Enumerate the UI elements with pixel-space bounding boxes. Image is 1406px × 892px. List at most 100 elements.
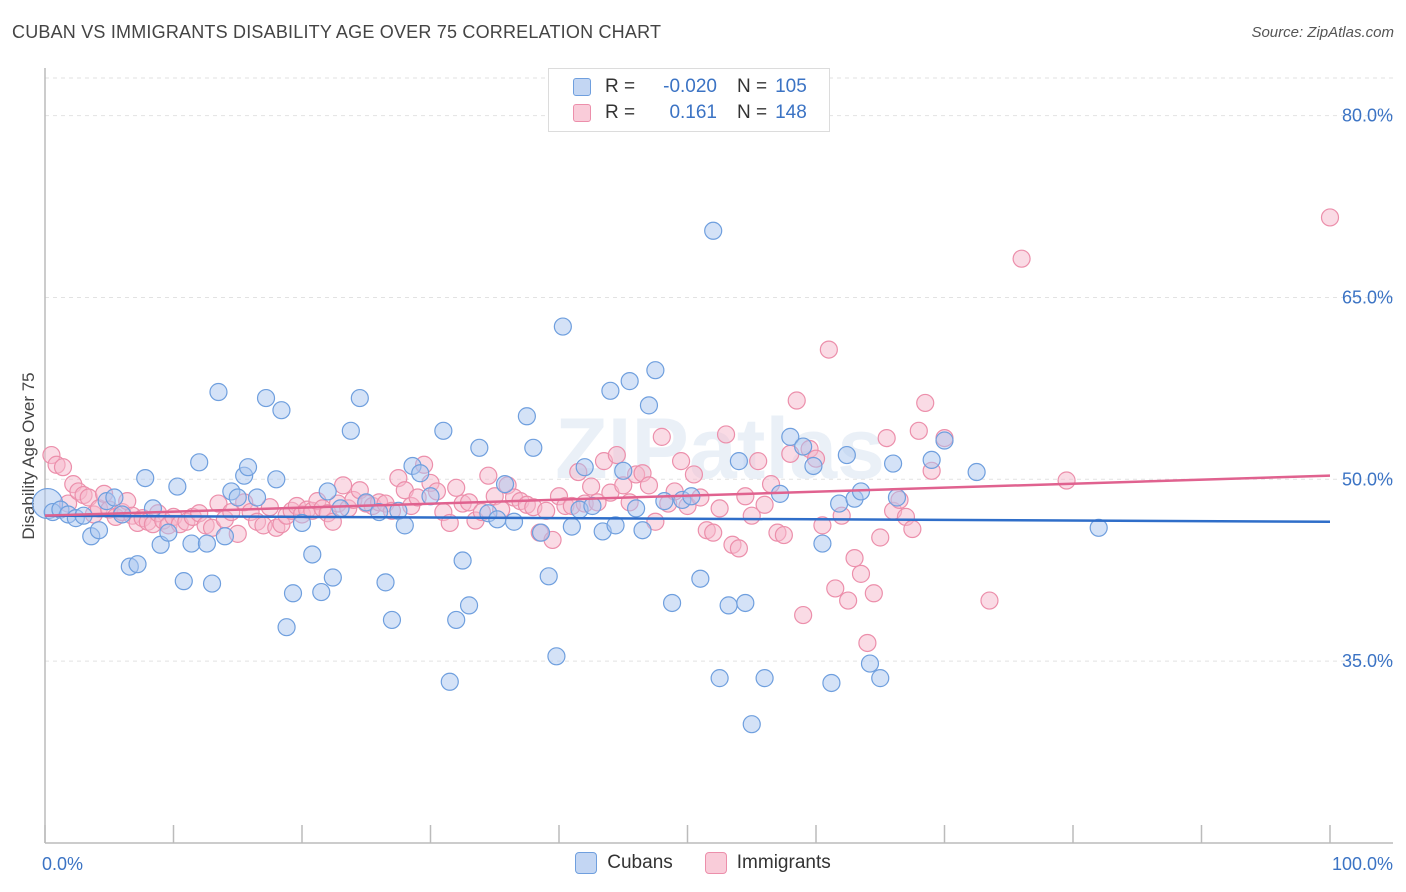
immigrants-point: [755, 495, 774, 514]
cubans-point: [729, 452, 749, 471]
cubans-point: [202, 574, 222, 593]
immigrants-point: [787, 391, 806, 410]
cubans-trend-line: [44, 514, 1331, 523]
cubans-point: [495, 475, 515, 494]
immigrants-point: [447, 478, 466, 497]
immigrants-point: [749, 452, 768, 471]
cubans-point: [935, 431, 954, 450]
immigrants-point: [839, 591, 858, 610]
cubans-point: [822, 673, 841, 693]
cubans-point: [331, 499, 350, 518]
legend-item-cubans: Cubans: [575, 852, 673, 874]
cubans-point: [182, 534, 201, 553]
r-label: R =: [605, 76, 636, 97]
cubans-point: [691, 569, 710, 588]
gridlines: [45, 77, 1393, 662]
immigrants-point: [858, 633, 877, 653]
cubans-point: [626, 499, 646, 518]
n-label: N =: [737, 76, 768, 97]
cubans-point: [601, 381, 620, 400]
legend-row-immigrants: R = 0.161 N = 148: [573, 101, 807, 125]
immigrants-swatch: [573, 104, 591, 122]
immigrants-point: [684, 465, 704, 484]
cubans-point: [238, 458, 258, 477]
cubans-point: [215, 527, 234, 546]
cubans-point: [813, 534, 832, 553]
cubans-point: [453, 551, 472, 570]
cubans-point: [136, 468, 155, 488]
cubans-point: [312, 582, 331, 602]
cubans-point: [736, 593, 755, 613]
cubans-point: [922, 450, 941, 470]
immigrants-point: [916, 393, 935, 413]
cubans-point: [350, 388, 369, 408]
tick-labels: 35.0% 50.0% 65.0% 80.0% 0.0% 100.0%: [42, 106, 1393, 874]
immigrants-point: [774, 525, 793, 545]
cubans-point: [105, 488, 124, 507]
cubans-point: [755, 669, 774, 688]
x-tick-label-max: 100.0%: [1332, 854, 1393, 874]
r-value: -0.020: [663, 76, 717, 97]
immigrants-point: [864, 584, 883, 603]
y-tick-label: 80.0%: [1342, 106, 1393, 126]
cubans-point: [267, 470, 286, 489]
cubans-point: [1089, 518, 1108, 537]
x-tick-label-min: 0.0%: [42, 854, 83, 874]
immigrants-point: [582, 477, 601, 496]
cubans-legend-swatch: [575, 852, 598, 874]
cubans-point: [459, 596, 479, 615]
cubans-point: [440, 672, 459, 691]
cubans-point: [434, 421, 453, 440]
immigrants-point: [334, 476, 353, 495]
cubans-point: [837, 445, 856, 465]
cubans-point: [128, 555, 147, 574]
cubans-point: [209, 382, 228, 402]
immigrants-point: [794, 605, 813, 625]
cubans-point: [860, 654, 880, 673]
series-legend: Cubans Immigrants: [0, 852, 1406, 874]
cubans-point: [303, 545, 322, 564]
cubans-point: [272, 401, 291, 420]
cubans-points: [31, 221, 1108, 734]
cubans-point: [421, 487, 440, 506]
watermark: ZIPatlas: [555, 401, 885, 497]
legend-item-immigrants: Immigrants: [704, 852, 831, 874]
cubans-point: [575, 458, 594, 477]
cubans-point: [283, 584, 303, 603]
immigrants-point: [871, 528, 890, 547]
immigrants-point: [845, 549, 864, 568]
immigrants-point: [1057, 471, 1076, 490]
correlation-legend: R = -0.020 N = 105 R = 0.161 N = 148: [548, 68, 830, 132]
legend-row-cubans: R = -0.020 N = 105: [573, 75, 807, 99]
cubans-point: [323, 568, 342, 587]
immigrants-point: [704, 523, 723, 542]
y-tick-label: 65.0%: [1342, 287, 1393, 307]
cubans-point: [341, 421, 360, 440]
cubans-point: [804, 456, 823, 476]
immigrants-point: [1320, 208, 1340, 227]
cubans-point: [539, 567, 558, 586]
cubans-point: [382, 610, 402, 630]
immigrants-point: [639, 476, 659, 495]
y-tick-label: 50.0%: [1342, 469, 1393, 489]
cubans-point: [411, 464, 430, 483]
cubans-point: [967, 462, 986, 482]
immigrants-legend-swatch: [704, 852, 727, 874]
immigrants-point: [980, 591, 999, 610]
immigrants-point: [209, 494, 228, 513]
cubans-point: [606, 516, 625, 535]
cubans-point: [256, 388, 276, 408]
immigrants-point: [671, 452, 691, 471]
immigrants-point: [710, 499, 729, 518]
immigrants-point: [716, 425, 736, 444]
trend-lines: [44, 474, 1331, 523]
r-value: 0.161: [669, 102, 717, 123]
cubans-point: [517, 407, 536, 426]
cubans-point: [633, 521, 652, 540]
immigrants-point: [819, 340, 838, 359]
cubans-point: [376, 573, 395, 592]
immigrants-point: [607, 445, 626, 465]
r-label: R =: [605, 102, 636, 123]
y-tick-label: 35.0%: [1342, 651, 1393, 671]
